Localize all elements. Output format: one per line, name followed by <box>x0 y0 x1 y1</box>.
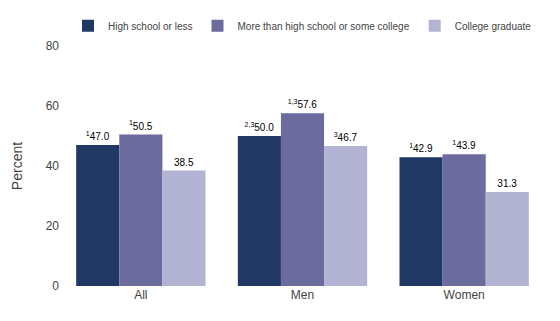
svg-text:31.3: 31.3 <box>497 178 517 189</box>
svg-text:60: 60 <box>46 99 60 113</box>
svg-text:Percent: Percent <box>9 142 25 190</box>
svg-text:All: All <box>134 288 147 302</box>
svg-text:​3​46.7: ​3​46.7 <box>334 131 358 143</box>
svg-text:More than high school or some: More than high school or some college <box>237 21 409 32</box>
svg-text:20: 20 <box>46 219 60 233</box>
svg-text:​1​43.9: ​1​43.9 <box>452 139 476 151</box>
svg-text:0: 0 <box>52 279 59 293</box>
svg-text:Women: Women <box>444 288 485 302</box>
svg-text:​1,3​57.6: ​1,3​57.6 <box>288 98 318 110</box>
svg-text:​1​50.5: ​1​50.5 <box>129 119 153 131</box>
svg-text:​1​42.9: ​1​42.9 <box>409 142 433 154</box>
svg-text:College graduate: College graduate <box>455 21 532 32</box>
svg-text:​2,3​50.0: ​2,3​50.0 <box>245 121 275 133</box>
svg-text:​1​47.0: ​1​47.0 <box>86 130 110 142</box>
svg-text:Men: Men <box>291 288 314 302</box>
svg-text:40: 40 <box>46 159 60 173</box>
svg-text:80: 80 <box>46 39 60 53</box>
svg-text:High school or less: High school or less <box>108 21 192 32</box>
svg-text:38.5: 38.5 <box>174 157 194 168</box>
